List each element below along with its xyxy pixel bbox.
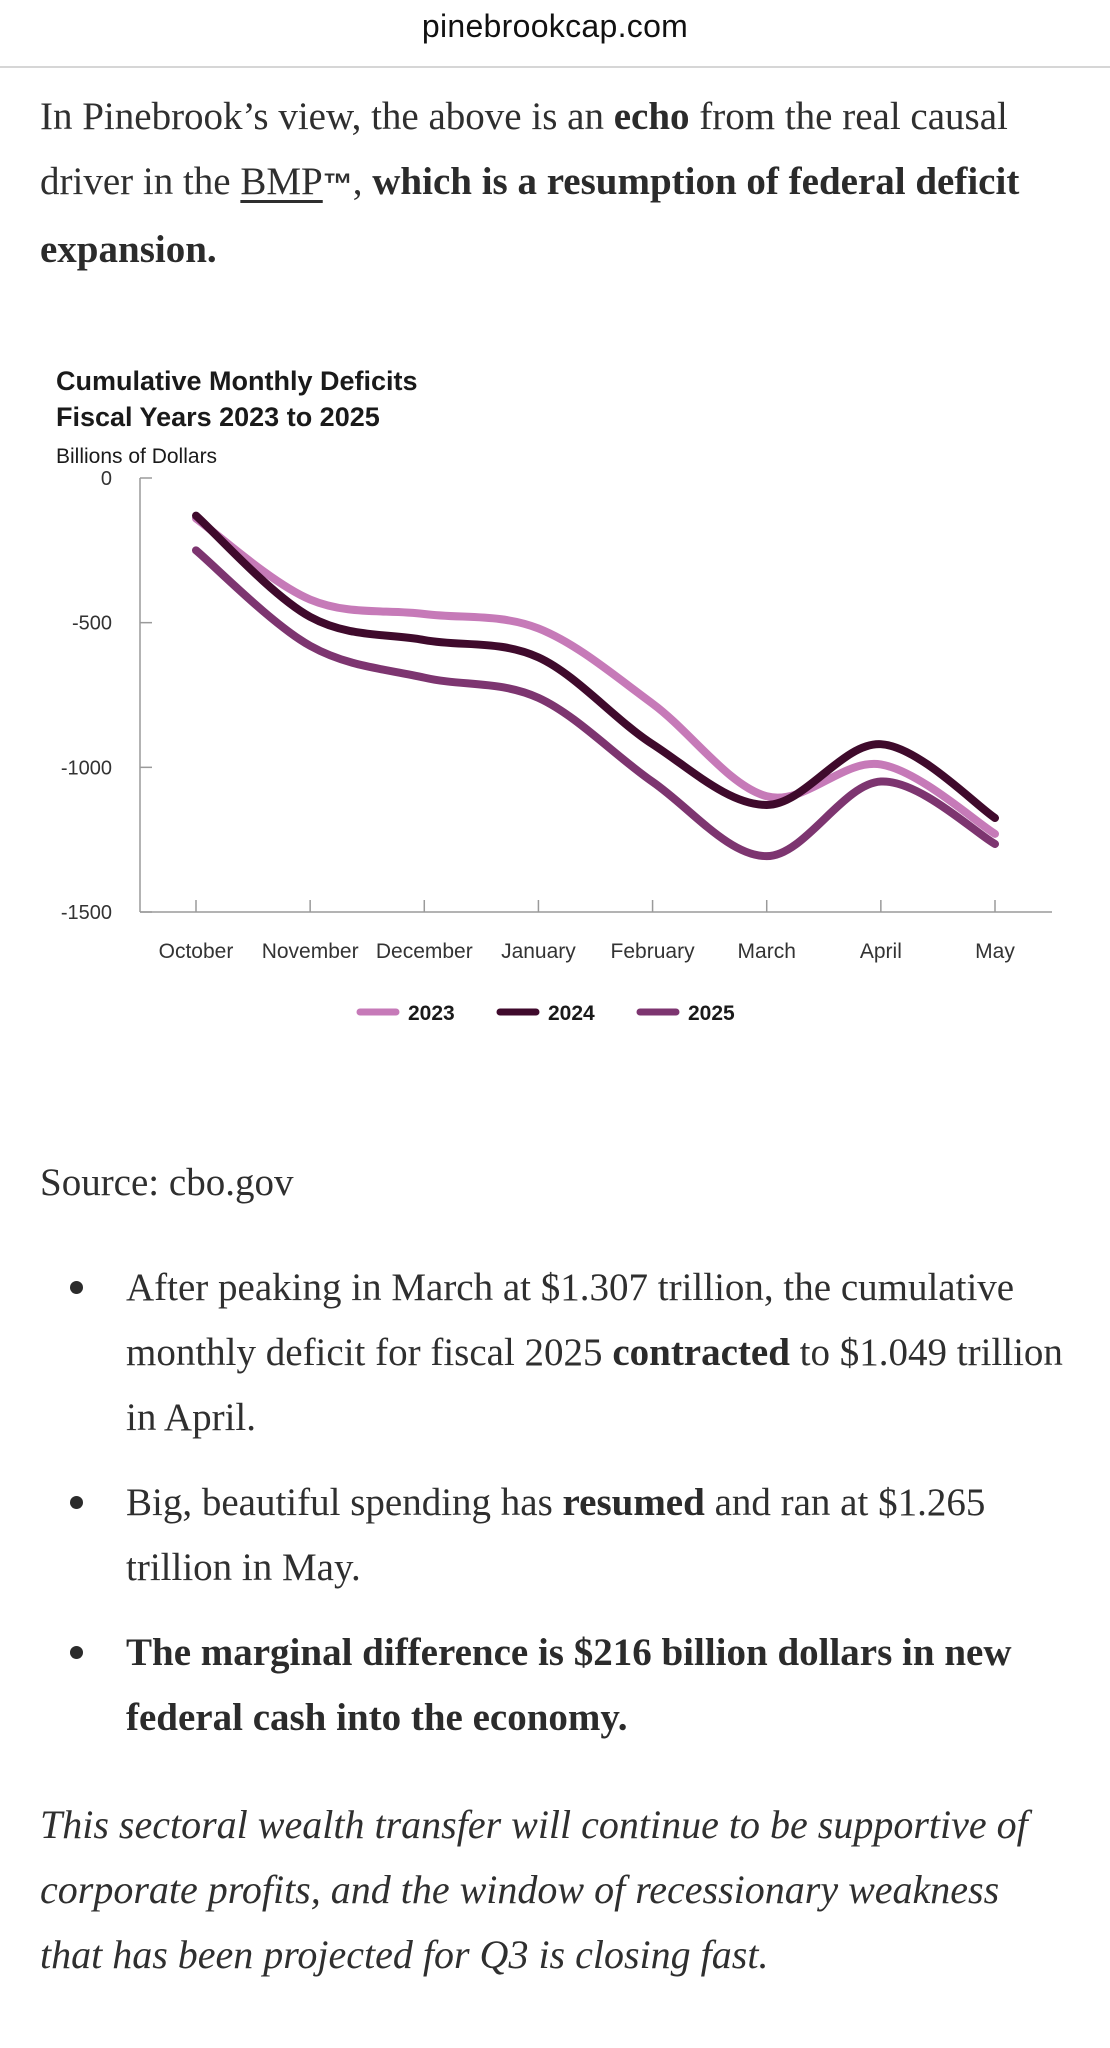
x-tick-label: February xyxy=(611,940,696,963)
bullet-dot xyxy=(70,1646,83,1659)
bullet-1-bold: contracted xyxy=(612,1331,790,1374)
y-tick-label: 0 xyxy=(101,468,112,490)
bullet-2-text-2: and ran at $1.265 trillion in May. xyxy=(126,1481,986,1589)
y-tick-label: -1500 xyxy=(61,902,112,924)
legend-label-2025: 2025 xyxy=(688,1002,735,1025)
bullet-item-2: Big, beautiful spending has resumed and … xyxy=(40,1470,1070,1600)
x-tick-label: November xyxy=(262,940,359,963)
x-tick-label: January xyxy=(501,940,576,963)
x-tick-label: April xyxy=(860,940,902,963)
article-body: In Pinebrook’s view, the above is an ech… xyxy=(0,84,1110,1987)
y-axis-label: Billions of Dollars xyxy=(56,445,217,468)
x-tick-label: May xyxy=(975,940,1015,963)
site-domain: pinebrookcap.com xyxy=(421,8,689,44)
bullet-1-text-2: to $1.049 trillion in April. xyxy=(126,1331,1063,1439)
intro-text-1: In Pinebrook’s view, the above is an xyxy=(40,95,614,138)
series-line-2024 xyxy=(192,511,999,822)
chart-subtitle: Fiscal Years 2023 to 2025 xyxy=(56,402,380,432)
bullet-dot xyxy=(70,1496,83,1509)
deficit-chart-svg: Cumulative Monthly Deficits Fiscal Years … xyxy=(56,366,1052,1025)
intro-bold-echo: echo xyxy=(613,95,690,138)
bullet-2-text-1: Big, beautiful spending has xyxy=(126,1481,563,1524)
closing-paragraph: This sectoral wealth transfer will conti… xyxy=(40,1802,1028,1977)
bullet-3-bold: The marginal difference is $216 billion … xyxy=(126,1631,1012,1739)
bullet-2-bold: resumed xyxy=(562,1481,705,1524)
trademark-symbol: ™ xyxy=(322,168,353,201)
x-tick-label: December xyxy=(376,940,473,963)
legend-label-2024: 2024 xyxy=(548,1002,595,1025)
bullet-list: After peaking in March at $1.307 trillio… xyxy=(40,1255,1070,1750)
bullet-dot xyxy=(70,1281,83,1294)
bullet-item-1: After peaking in March at $1.307 trillio… xyxy=(40,1255,1070,1450)
bullet-1-text-1: After peaking in March at $1.307 trillio… xyxy=(126,1266,1015,1374)
x-tick-label: October xyxy=(159,940,234,963)
bullet-item-3: The marginal difference is $216 billion … xyxy=(40,1620,1070,1750)
intro-text-2: from the real causal driver in the xyxy=(40,95,1008,203)
series-line-2025 xyxy=(192,546,999,861)
intro-text-3: , xyxy=(352,160,373,203)
y-tick-label: -500 xyxy=(72,613,112,635)
source-line: Source: cbo.gov xyxy=(40,1161,294,1204)
bmp-link[interactable]: BMP xyxy=(240,160,323,203)
series-line-2023 xyxy=(192,514,999,838)
intro-paragraph: In Pinebrook’s view, the above is an ech… xyxy=(40,84,1070,282)
legend-label-2023: 2023 xyxy=(408,1002,455,1025)
browser-address-bar[interactable]: pinebrookcap.com xyxy=(0,0,1110,68)
chart-title: Cumulative Monthly Deficits xyxy=(56,366,418,396)
y-tick-label: -1000 xyxy=(61,757,112,779)
x-tick-label: March xyxy=(738,940,796,963)
intro-bold-resumption: which is a resumption of federal deficit… xyxy=(40,160,1020,271)
deficit-chart: Cumulative Monthly Deficits Fiscal Years … xyxy=(40,340,1070,1080)
